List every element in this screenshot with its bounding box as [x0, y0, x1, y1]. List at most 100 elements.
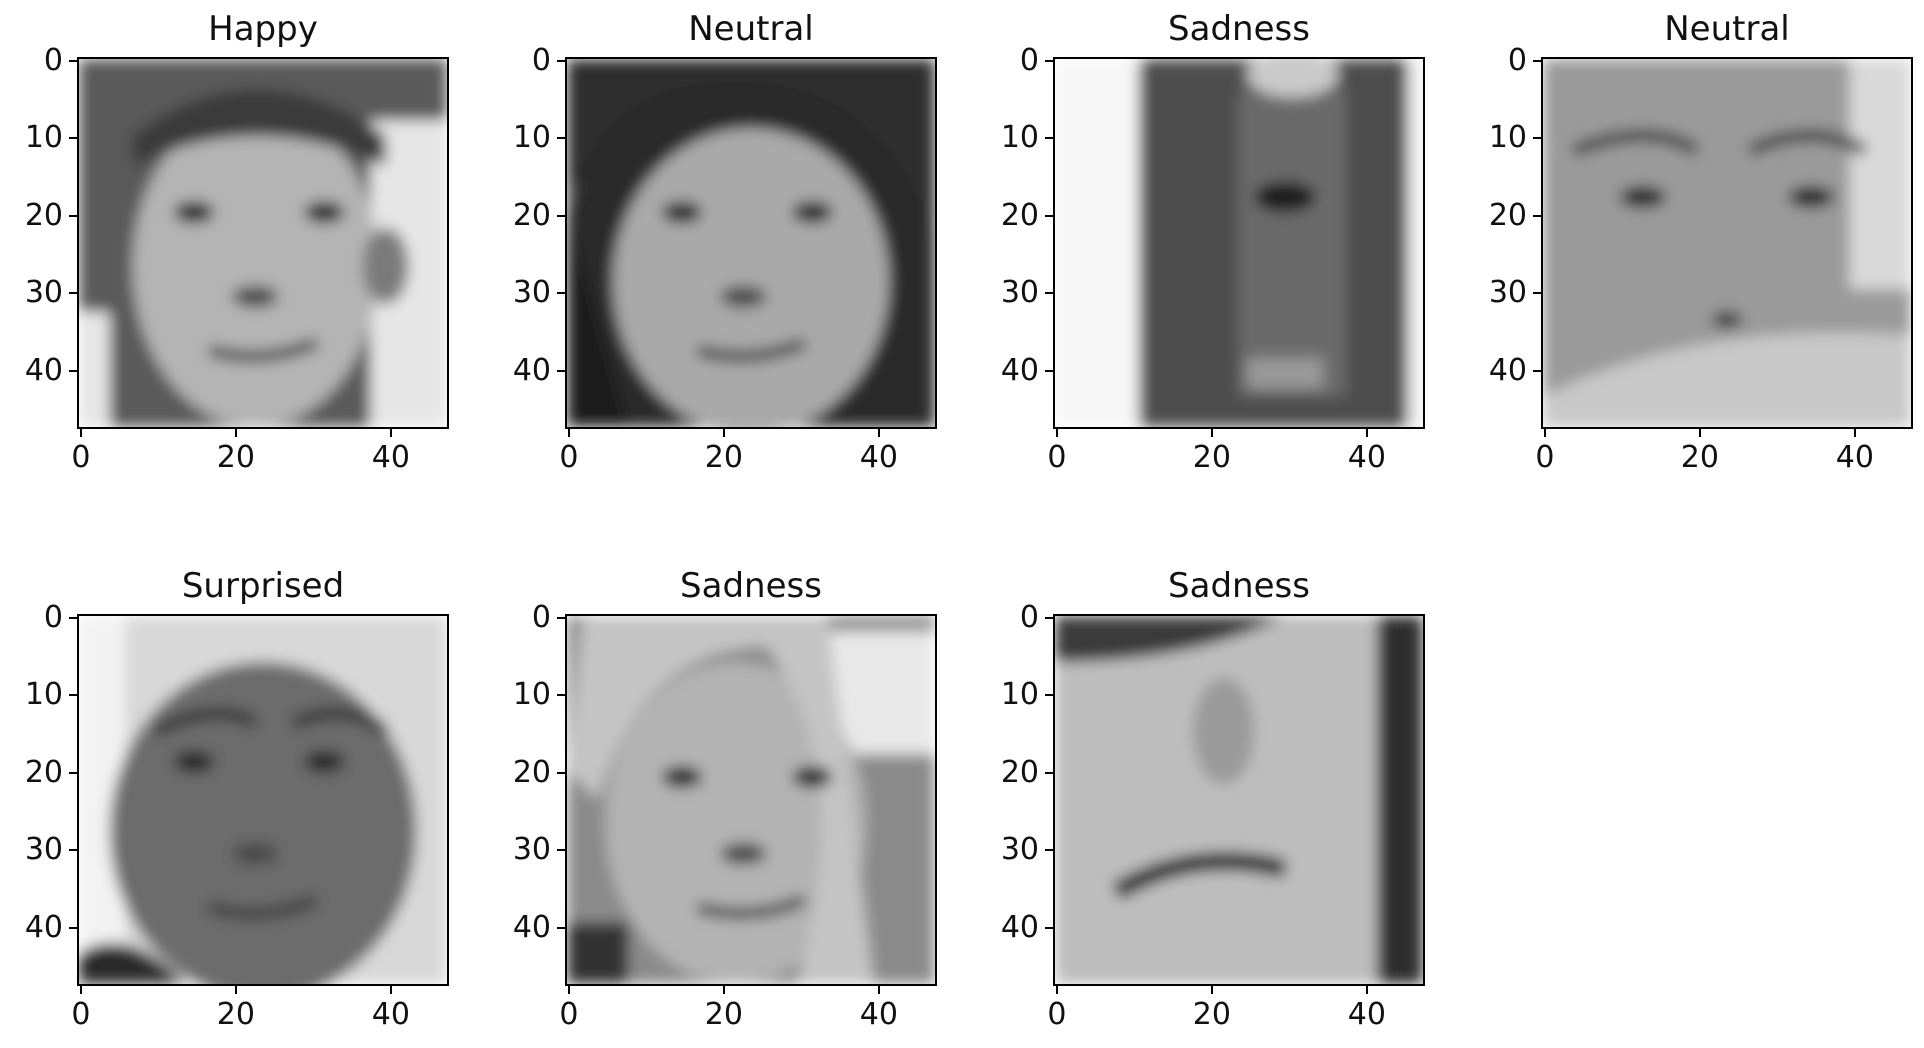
y-tick-mark — [1045, 926, 1053, 929]
x-tick-label: 20 — [704, 440, 743, 475]
y-tick-label: 20 — [512, 197, 551, 233]
panel-title: Neutral — [688, 9, 814, 49]
x-tick-mark — [1365, 986, 1368, 994]
x-tick-mark — [1210, 429, 1213, 437]
x-tick-label: 20 — [1680, 440, 1719, 475]
y-tick-mark — [1045, 771, 1053, 774]
face-image — [565, 614, 937, 986]
y-tick-mark — [69, 214, 77, 217]
y-tick-label: 0 — [1019, 599, 1039, 635]
x-tick-label: 0 — [1535, 440, 1555, 475]
y-tick-label: 20 — [1000, 754, 1039, 790]
background-patch — [827, 631, 935, 754]
eye — [174, 750, 214, 773]
face-image — [1541, 57, 1913, 429]
y-tick-mark — [557, 292, 565, 295]
panel-title: Happy — [208, 9, 318, 49]
y-tick-label: 20 — [24, 197, 63, 233]
shadow-patch — [1055, 616, 1285, 662]
y-tick-label: 40 — [24, 909, 63, 945]
image-panel: Sadness 0 10 20 30 40 0 20 40 — [513, 566, 937, 1030]
x-tick-mark — [1698, 429, 1701, 437]
eyebrow — [1571, 129, 1700, 157]
nose-shape — [720, 285, 767, 308]
y-tick-mark — [557, 926, 565, 929]
y-tick-mark — [69, 616, 77, 619]
y-tick-mark — [1045, 694, 1053, 697]
eyebrow — [291, 707, 390, 736]
x-tick-label: 0 — [1047, 440, 1067, 475]
y-tick-mark — [1045, 59, 1053, 62]
background-patch — [1055, 59, 1132, 427]
eye — [304, 201, 345, 224]
y-tick-mark — [1533, 214, 1541, 217]
face-shape — [1055, 616, 1423, 984]
y-tick-label: 10 — [512, 120, 551, 156]
mouth-line — [695, 894, 807, 919]
image-panel: Neutral 0 10 20 30 40 0 20 40 — [513, 9, 937, 473]
face-image — [1053, 614, 1425, 986]
face-image — [565, 57, 937, 429]
panel-title: Surprised — [181, 566, 345, 606]
y-tick-label: 10 — [1488, 120, 1527, 156]
y-tick-mark — [557, 137, 565, 140]
y-tick-mark — [557, 771, 565, 774]
y-tick-label: 0 — [43, 599, 63, 635]
face-shape — [109, 662, 417, 984]
y-tick-label: 20 — [1000, 197, 1039, 233]
eye — [1619, 186, 1666, 208]
hand-shape — [1543, 332, 1911, 427]
x-tick-mark — [877, 986, 880, 994]
nose-shape — [232, 285, 279, 308]
x-tick-mark — [389, 986, 392, 994]
y-tick-label: 0 — [43, 42, 63, 78]
x-tick-mark — [722, 429, 725, 437]
x-tick-label: 20 — [216, 440, 255, 475]
x-tick-label: 20 — [704, 997, 743, 1032]
y-tick-mark — [557, 59, 565, 62]
y-tick-label: 30 — [1000, 832, 1039, 868]
eye — [792, 766, 833, 788]
y-tick-mark — [69, 849, 77, 852]
y-tick-mark — [1533, 369, 1541, 372]
x-tick-mark — [234, 429, 237, 437]
y-tick-label: 0 — [531, 42, 551, 78]
y-tick-mark — [69, 137, 77, 140]
x-tick-mark — [1365, 429, 1368, 437]
hair-shape — [567, 616, 874, 984]
x-tick-mark — [389, 429, 392, 437]
x-tick-label: 40 — [1347, 440, 1386, 475]
background-patch — [79, 616, 125, 984]
y-tick-label: 40 — [1000, 352, 1039, 388]
y-tick-mark — [69, 926, 77, 929]
y-tick-label: 0 — [1507, 42, 1527, 78]
x-tick-label: 0 — [71, 997, 91, 1032]
y-tick-mark — [1533, 137, 1541, 140]
hair-shape — [567, 212, 629, 427]
eye — [1788, 186, 1835, 208]
y-tick-label: 30 — [1488, 275, 1527, 311]
y-tick-mark — [1045, 616, 1053, 619]
background-patch — [79, 312, 110, 427]
x-tick-mark — [1543, 429, 1546, 437]
highlight-spot — [1246, 59, 1339, 98]
y-tick-label: 10 — [512, 677, 551, 713]
x-tick-label: 40 — [1347, 997, 1386, 1032]
mouth-line — [207, 894, 319, 919]
y-tick-mark — [69, 694, 77, 697]
y-tick-mark — [69, 292, 77, 295]
panel-title: Sadness — [1168, 9, 1310, 49]
face-image — [77, 614, 449, 986]
eye — [792, 201, 833, 224]
x-tick-mark — [722, 986, 725, 994]
mouth-line — [207, 337, 319, 362]
nose-shape — [232, 842, 279, 865]
x-tick-label: 20 — [1192, 997, 1231, 1032]
y-tick-mark — [557, 369, 565, 372]
eyebrow — [153, 707, 259, 737]
y-tick-label: 0 — [1019, 42, 1039, 78]
x-tick-label: 40 — [859, 440, 898, 475]
nose-shape — [1193, 677, 1255, 785]
x-tick-label: 40 — [371, 997, 410, 1032]
eye — [304, 750, 345, 773]
